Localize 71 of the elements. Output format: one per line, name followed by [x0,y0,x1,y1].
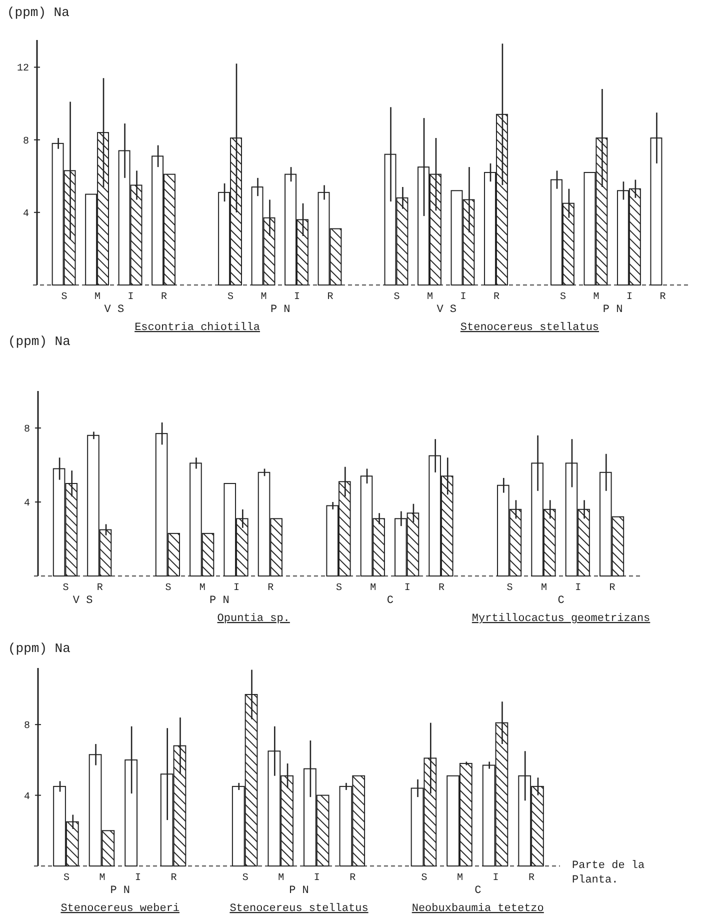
text: V S [72,595,94,607]
text: P N [210,595,230,607]
y-tick-label: 4 [22,208,29,220]
text: P N [602,304,623,316]
x-tick-label: S [394,292,400,303]
text: Opuntia sp. [217,613,290,625]
x-tick-label: S [506,583,513,594]
x-tick-label: I [314,873,320,884]
x-tick-label: R [660,292,666,303]
x-tick-label: S [242,873,248,884]
y-axis-title: (ppm) Na [7,5,70,20]
x-tick-label: I [404,583,410,594]
y-tick-label: 4 [24,498,30,510]
text: P N [110,885,130,897]
y-tick-label: 8 [24,721,30,732]
x-tick-label: I [626,292,632,303]
text: Stenocereus stellatus [460,322,600,334]
x-tick-label: R [268,583,274,594]
text: P N [289,885,309,897]
x-tick-label: M [199,583,206,594]
x-tick-label: I [135,873,142,884]
x-tick-label: S [63,873,70,884]
x-tick-label: S [61,292,68,303]
x-tick-label: M [260,292,267,303]
text: Stenocereus stellatus [230,903,368,915]
x-tick-label: R [96,583,103,594]
x-tick-label: S [336,583,342,594]
text: Escontria chiotilla [134,322,260,334]
x-tick-label: I [492,873,499,884]
x-tick-label: M [456,873,463,884]
text: Neobuxbaumia tetetzo [412,903,544,915]
x-tick-label: M [94,292,101,303]
x-tick-label: S [228,292,234,303]
x-tick-label: M [370,583,376,594]
text: Myrtillocactus geometrizans [472,613,650,625]
x-tick-label: R [161,292,168,303]
x-tick-label: S [62,583,69,594]
text: P N [270,304,290,316]
y-tick-label: 8 [22,136,29,148]
x-tick-label: M [99,873,106,884]
x-tick-label: R [350,873,356,884]
x-tick-label: I [294,292,300,303]
text: C [558,595,565,607]
x-tick-label: R [327,292,334,303]
x-tick-label: R [609,583,616,594]
y-tick-label: 12 [16,64,29,75]
x-tick-label: R [493,292,500,303]
x-tick-label: M [593,292,600,303]
y-tick-label: 4 [24,792,30,803]
x-tick-label: I [234,583,240,594]
x-tick-label: R [528,873,535,884]
y-axis-title: (ppm) Na [8,334,71,349]
text: V S [436,304,457,316]
text: C [474,885,482,897]
x-tick-label: I [460,292,466,303]
x-axis-title: Parte de la Planta. [572,860,646,886]
x-tick-label: S [165,583,172,594]
x-tick-label: M [278,873,284,884]
x-tick-label: S [421,873,428,884]
x-tick-label: S [560,292,566,303]
y-axis-title: (ppm) Na [8,641,71,656]
x-tick-label: R [438,583,444,594]
y-tick-label: 8 [24,424,30,436]
x-tick-label: M [540,583,547,594]
text: Stenocereus weberi [60,903,180,915]
x-tick-label: M [426,292,433,303]
text: C [386,595,394,607]
x-tick-label: R [170,873,177,884]
text: V S [104,304,124,316]
x-tick-label: I [128,292,134,303]
x-tick-label: I [575,583,582,594]
